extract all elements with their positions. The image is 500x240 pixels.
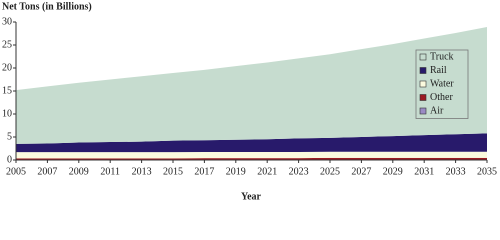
x-tick-label: 2009	[69, 166, 89, 177]
legend-swatch	[419, 107, 427, 115]
y-tick-label: 20	[2, 62, 12, 73]
y-tick-label: 5	[7, 131, 12, 142]
y-tick-label: 25	[2, 39, 12, 50]
x-tick-label: 2007	[37, 166, 57, 177]
legend: Truck Rail Water Other Air	[415, 49, 469, 119]
y-tick-label: 15	[2, 85, 12, 96]
x-tick-label: 2035	[477, 166, 497, 177]
x-tick-label: 2013	[132, 166, 152, 177]
y-tick-label: 0	[7, 154, 12, 165]
legend-label: Air	[430, 105, 444, 116]
x-tick-label: 2015	[163, 166, 183, 177]
legend-swatch	[419, 80, 427, 88]
legend-swatch	[419, 94, 427, 101]
x-tick-label: 2011	[100, 166, 120, 177]
x-tick-label: 2023	[289, 166, 309, 177]
y-axis-title: Net Tons (in Billions)	[2, 1, 92, 12]
x-tick-label: 2033	[446, 166, 466, 177]
legend-label: Other	[430, 92, 453, 103]
legend-label: Truck	[430, 51, 454, 62]
x-tick-label: 2017	[194, 166, 214, 177]
y-tick-label: 30	[2, 16, 12, 27]
x-tick-label: 2025	[320, 166, 340, 177]
x-tick-label: 2029	[383, 166, 403, 177]
area	[16, 27, 487, 144]
chart: Net Tons (in Billions) Year 051015202530…	[2, 1, 497, 202]
x-tick-label: 2019	[226, 166, 246, 177]
x-tick-label: 2021	[257, 166, 277, 177]
legend-label: Rail	[430, 65, 447, 76]
x-axis-title: Year	[241, 191, 262, 202]
x-tick-label: 2031	[414, 166, 434, 177]
x-tick-label: 2005	[6, 166, 26, 177]
legend-swatch	[419, 67, 427, 74]
y-tick-label: 10	[2, 108, 12, 119]
legend-swatch	[419, 53, 427, 61]
area	[16, 151, 487, 159]
x-tick-label: 2027	[351, 166, 371, 177]
legend-label: Water	[430, 78, 454, 89]
area	[16, 133, 487, 153]
